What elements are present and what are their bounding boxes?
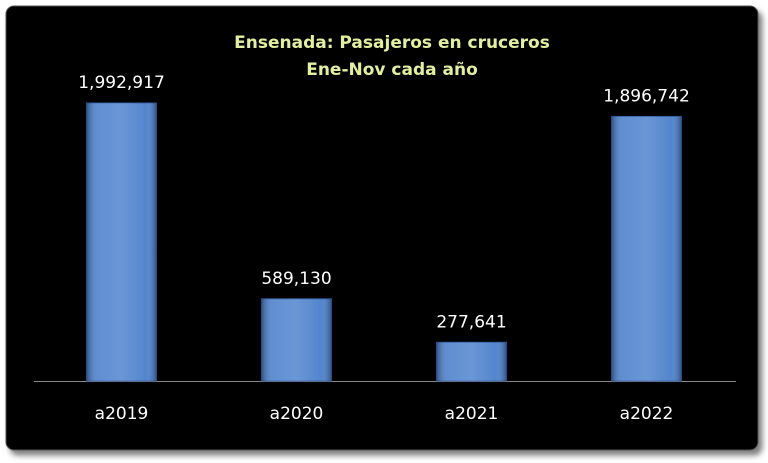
- x-tick-label: a2022: [620, 404, 674, 424]
- value-label: 589,130: [261, 269, 331, 289]
- value-label: 1,992,917: [78, 73, 165, 93]
- x-tick-label: a2020: [270, 404, 324, 424]
- chart-title: Ensenada: Pasajeros en cruceros: [234, 33, 550, 53]
- bar-shine: [436, 342, 507, 381]
- chart-frame: [5, 5, 759, 451]
- x-tick-label: a2019: [95, 404, 149, 424]
- bar-shine: [611, 116, 682, 382]
- value-label: 277,641: [436, 312, 506, 332]
- chart-subtitle: Ene-Nov cada año: [306, 60, 478, 80]
- bar-shine: [261, 298, 332, 381]
- x-tick-label: a2021: [445, 404, 499, 424]
- bar-shine: [86, 103, 157, 381]
- value-label: 1,896,742: [603, 86, 690, 106]
